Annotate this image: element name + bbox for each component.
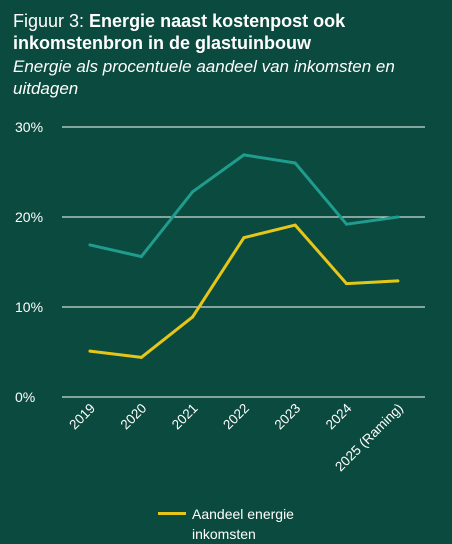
chart-header: Figuur 3: Energie naast kostenpost ook i… <box>13 10 443 100</box>
y-tick-label: 10% <box>15 299 43 315</box>
x-tick-label: 2023 <box>271 401 303 433</box>
data-point <box>396 215 400 219</box>
data-point <box>139 255 143 259</box>
data-point <box>139 355 143 359</box>
legend: Aandeel energie inkomsten <box>158 504 352 544</box>
data-point <box>345 222 348 226</box>
series-line-1 <box>88 223 400 359</box>
data-point <box>396 279 400 283</box>
chart-subtitle: Energie als procentuele aandeel van inko… <box>13 57 395 98</box>
data-point <box>242 153 246 157</box>
x-tick-label: 2019 <box>66 401 98 433</box>
data-point <box>242 236 246 240</box>
chart-title: Figuur 3: Energie naast kostenpost ook i… <box>13 10 443 54</box>
data-point <box>293 223 297 227</box>
legend-label-income: Aandeel energie inkomsten <box>192 506 294 542</box>
x-tick-label: 2021 <box>169 401 201 433</box>
y-tick-label: 20% <box>15 209 43 225</box>
data-point <box>345 282 348 286</box>
y-tick-label: 0% <box>15 389 35 405</box>
series-line-0 <box>88 153 400 259</box>
data-point <box>293 161 297 165</box>
x-tick-label: 2020 <box>118 401 150 433</box>
title-prefix: Figuur 3: <box>13 11 90 31</box>
data-point <box>88 243 92 247</box>
data-point <box>191 190 195 194</box>
x-tick-label: 2022 <box>220 401 252 433</box>
legend-swatch-income <box>158 512 186 515</box>
line-chart: 0%10%20%30%2019 2020 2021 2022 2023 20242025 … <box>15 119 425 474</box>
title-main: Energie naast kostenpost ook inkomstenbr… <box>13 11 346 53</box>
data-point <box>88 349 92 353</box>
y-tick-label: 30% <box>15 119 43 135</box>
data-point <box>191 315 195 319</box>
x-tick-label: 2024 <box>323 400 355 432</box>
